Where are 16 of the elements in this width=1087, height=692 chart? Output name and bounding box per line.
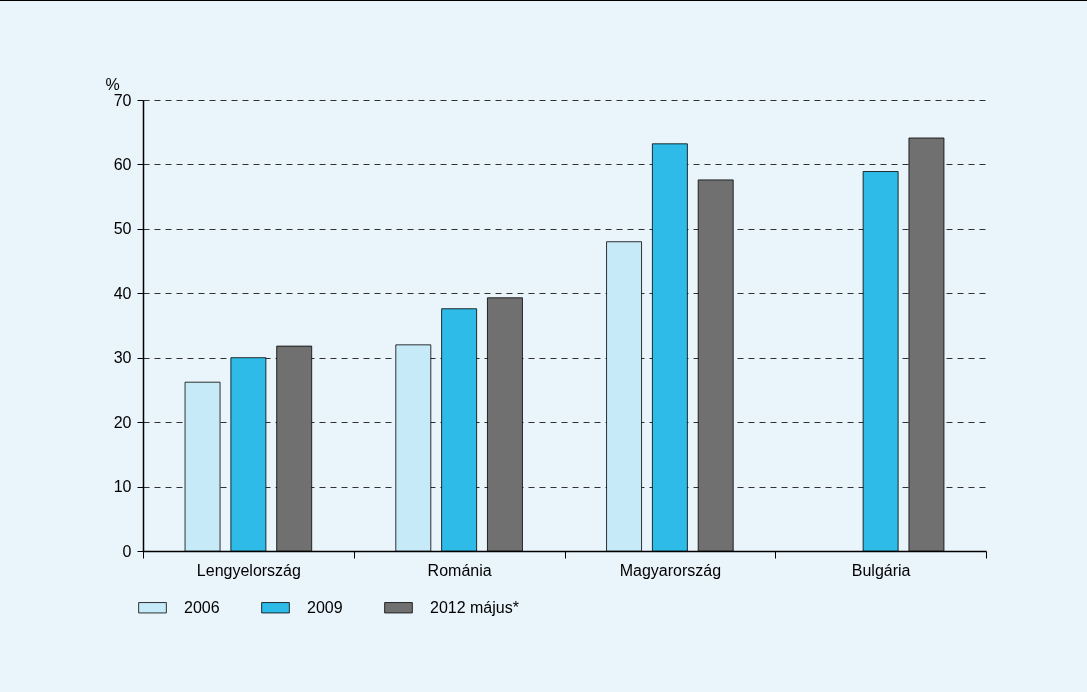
y-axis-title: % — [105, 75, 120, 93]
y-tick-label: 0 — [122, 542, 132, 560]
x-tick-label: Magyarország — [619, 561, 722, 579]
legend-label: 2012 május* — [430, 598, 519, 616]
legend-label: 2009 — [307, 598, 343, 616]
y-tick-label: 40 — [113, 284, 132, 302]
x-tick-label: Lengyelország — [196, 561, 301, 579]
y-tick-label: 50 — [113, 220, 132, 238]
y-tick-label: 30 — [113, 349, 132, 367]
x-tick-label: Románia — [427, 561, 492, 579]
y-tick-label: 10 — [113, 478, 132, 496]
y-tick-label: 20 — [113, 413, 132, 431]
y-tick-label: 60 — [113, 155, 132, 173]
y-tick-label: 70 — [113, 91, 132, 109]
legend-label: 2006 — [184, 598, 220, 616]
x-tick-label: Bulgária — [851, 561, 911, 579]
